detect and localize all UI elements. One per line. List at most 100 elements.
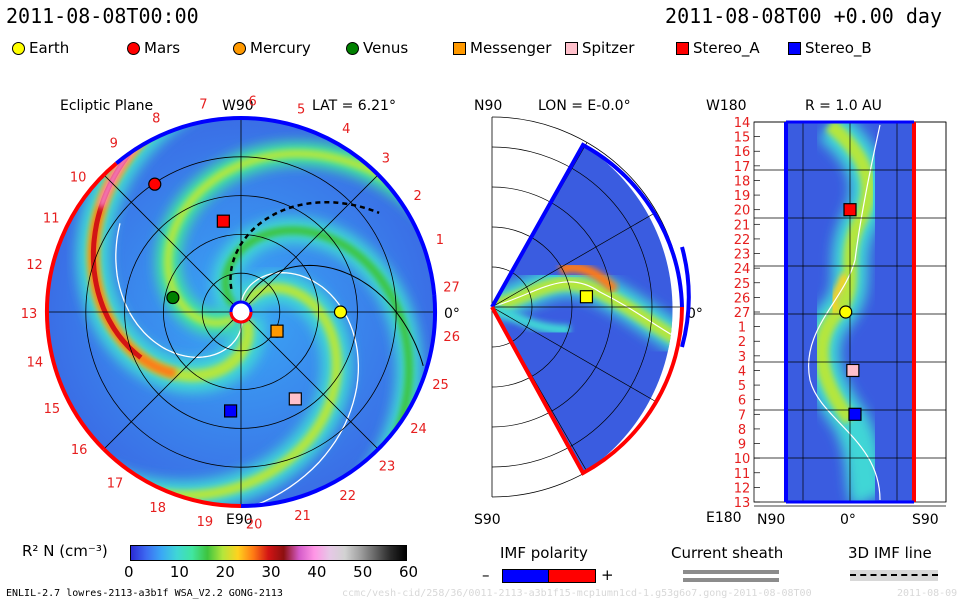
earth-marker bbox=[579, 290, 594, 304]
strip-top-label: W180 bbox=[706, 98, 747, 114]
strip-rotation-label: 25 bbox=[734, 277, 751, 292]
colorbar-tick-label: 0 bbox=[124, 563, 134, 581]
earth-marker bbox=[333, 305, 348, 319]
spitzer-marker-icon bbox=[565, 41, 578, 55]
ecliptic-rim-segment bbox=[45, 328, 106, 451]
ecliptic-grid bbox=[47, 118, 435, 506]
colorbar-tick-label: 20 bbox=[215, 563, 235, 581]
ecliptic-rotation-label: 19 bbox=[197, 515, 214, 530]
mars-marker-icon bbox=[127, 41, 140, 55]
imf-polarity-positive-swatch bbox=[548, 569, 596, 583]
footer-model: ENLIL-2.7 lowres-2113-a3b1f WSA_V2.2 GON… bbox=[6, 588, 283, 599]
header-time-left: 2011-08-08T00:00 bbox=[6, 4, 199, 28]
legend-item-mars: Mars bbox=[127, 38, 180, 58]
strip-rotation-label: 23 bbox=[734, 248, 751, 263]
ecliptic-rotation-label: 6 bbox=[248, 94, 256, 109]
legend-item-venus: Venus bbox=[346, 38, 408, 58]
footer-path: ccmc/vesh-cid/258/36/0011-2113-a3b1f15-m… bbox=[342, 588, 812, 599]
colorbar bbox=[130, 545, 407, 561]
imf-line-title: 3D IMF line bbox=[848, 544, 932, 562]
imf-polarity-title: IMF polarity bbox=[500, 544, 588, 562]
legend-item-stereo-b: Stereo_B bbox=[788, 38, 872, 58]
strip-rotation-label: 15 bbox=[734, 131, 751, 146]
strip-rotation-label: 5 bbox=[738, 379, 746, 394]
strip-rotation-label: 20 bbox=[734, 204, 751, 219]
strip-rotation-label: 27 bbox=[734, 306, 751, 321]
ecliptic-rotation-label: 2 bbox=[414, 189, 422, 204]
ecliptic-rotation-label: 4 bbox=[342, 122, 350, 137]
imf-line-swatch bbox=[850, 574, 938, 576]
earth-marker-icon bbox=[12, 41, 25, 55]
meridional-title: LON = E-0.0° bbox=[538, 98, 631, 114]
ecliptic-rotation-label: 13 bbox=[21, 307, 38, 322]
ecliptic-rotation-label: 23 bbox=[379, 460, 396, 475]
sun-polarity-half bbox=[229, 311, 253, 324]
strip-rotation-label: 6 bbox=[738, 394, 746, 409]
ecliptic-rotation-label: 25 bbox=[432, 378, 449, 393]
ecliptic-rotation-label: 14 bbox=[27, 356, 44, 371]
earth-marker bbox=[839, 305, 853, 319]
current-sheath-line-1 bbox=[683, 570, 779, 574]
strip-rotation-label: 2 bbox=[738, 335, 746, 350]
ecliptic-rotation-label: 7 bbox=[199, 97, 207, 112]
imf-polarity-minus: – bbox=[482, 566, 490, 584]
ecliptic-rotation-label: 21 bbox=[294, 509, 311, 524]
ecliptic-rim-segment bbox=[45, 161, 118, 330]
stereo-a-marker-icon bbox=[676, 41, 689, 55]
header-time-right: 2011-08-08T00 +0.00 day bbox=[665, 4, 942, 28]
strip-rotation-label: 19 bbox=[734, 189, 751, 204]
strip-rotation-label: 22 bbox=[734, 233, 751, 248]
colorbar-tick-label: 40 bbox=[307, 563, 327, 581]
spitzer-marker bbox=[288, 392, 302, 406]
ecliptic-rim-segment bbox=[102, 447, 242, 508]
imf-polarity-negative-swatch bbox=[502, 569, 550, 583]
strip-rotation-label: 21 bbox=[734, 218, 751, 233]
messenger-marker bbox=[270, 324, 284, 338]
strip-rotation-label: 4 bbox=[738, 365, 746, 380]
colorbar-label: R² N (cm⁻³) bbox=[22, 542, 108, 560]
strip-title: R = 1.0 AU bbox=[805, 98, 882, 114]
meridional-right-label: 0° bbox=[687, 306, 703, 322]
strip-bodies bbox=[839, 203, 862, 421]
ecliptic-polarity-rim bbox=[45, 115, 437, 508]
stereo-a-marker bbox=[216, 214, 230, 228]
ecliptic-title: Ecliptic Plane bbox=[60, 98, 153, 114]
legend-item-earth: Earth bbox=[12, 38, 69, 58]
mercury-marker-icon bbox=[233, 41, 246, 55]
legend-item-messenger: Messenger bbox=[453, 38, 551, 58]
legend-item-stereo-a: Stereo_A bbox=[676, 38, 760, 58]
ecliptic-rotation-label: 10 bbox=[70, 170, 87, 185]
ecliptic-rotation-label: 18 bbox=[149, 501, 166, 516]
meridional-spoke bbox=[491, 211, 657, 308]
ecliptic-rotation-label: 24 bbox=[410, 422, 427, 437]
colorbar-tick-label: 10 bbox=[169, 563, 189, 581]
stereo-b-marker bbox=[224, 404, 238, 418]
strip-rotation-label: 14 bbox=[734, 116, 751, 131]
strip-rotation-label: 1 bbox=[738, 321, 746, 336]
colorbar-tick-label: 60 bbox=[399, 563, 419, 581]
strip-rotation-label: 16 bbox=[734, 145, 751, 160]
ecliptic-rotation-label: 3 bbox=[382, 151, 390, 166]
ecliptic-rotation-label: 11 bbox=[43, 212, 60, 227]
strip-x-label-0: 0° bbox=[840, 512, 856, 528]
ecliptic-rotation-label: 16 bbox=[71, 443, 88, 458]
meridional-top-label: N90 bbox=[474, 98, 502, 114]
strip-rotation-label: 8 bbox=[738, 423, 746, 438]
spitzer-marker bbox=[846, 363, 860, 378]
current-sheath-line-2 bbox=[683, 578, 779, 582]
strip-rotation-label: 18 bbox=[734, 175, 751, 190]
meridional-rim-north bbox=[490, 142, 684, 308]
ecliptic-rotation-label: 22 bbox=[339, 489, 356, 504]
ecliptic-parker-spiral bbox=[245, 264, 424, 366]
colorbar-tick-label: 30 bbox=[261, 563, 281, 581]
strip-grid bbox=[753, 120, 947, 507]
ecliptic-rotation-label: 5 bbox=[297, 103, 305, 118]
meridional-grid bbox=[490, 116, 691, 498]
strip-rotation-labels: 1415161718192021222324252627123456789101… bbox=[734, 116, 760, 511]
ecliptic-bottom-label: E90 bbox=[226, 512, 253, 528]
ecliptic-rotation-label: 15 bbox=[44, 402, 61, 417]
strip-rotation-label: 9 bbox=[738, 438, 746, 453]
venus-marker bbox=[166, 290, 180, 305]
imf-polarity-plus: + bbox=[601, 566, 614, 584]
